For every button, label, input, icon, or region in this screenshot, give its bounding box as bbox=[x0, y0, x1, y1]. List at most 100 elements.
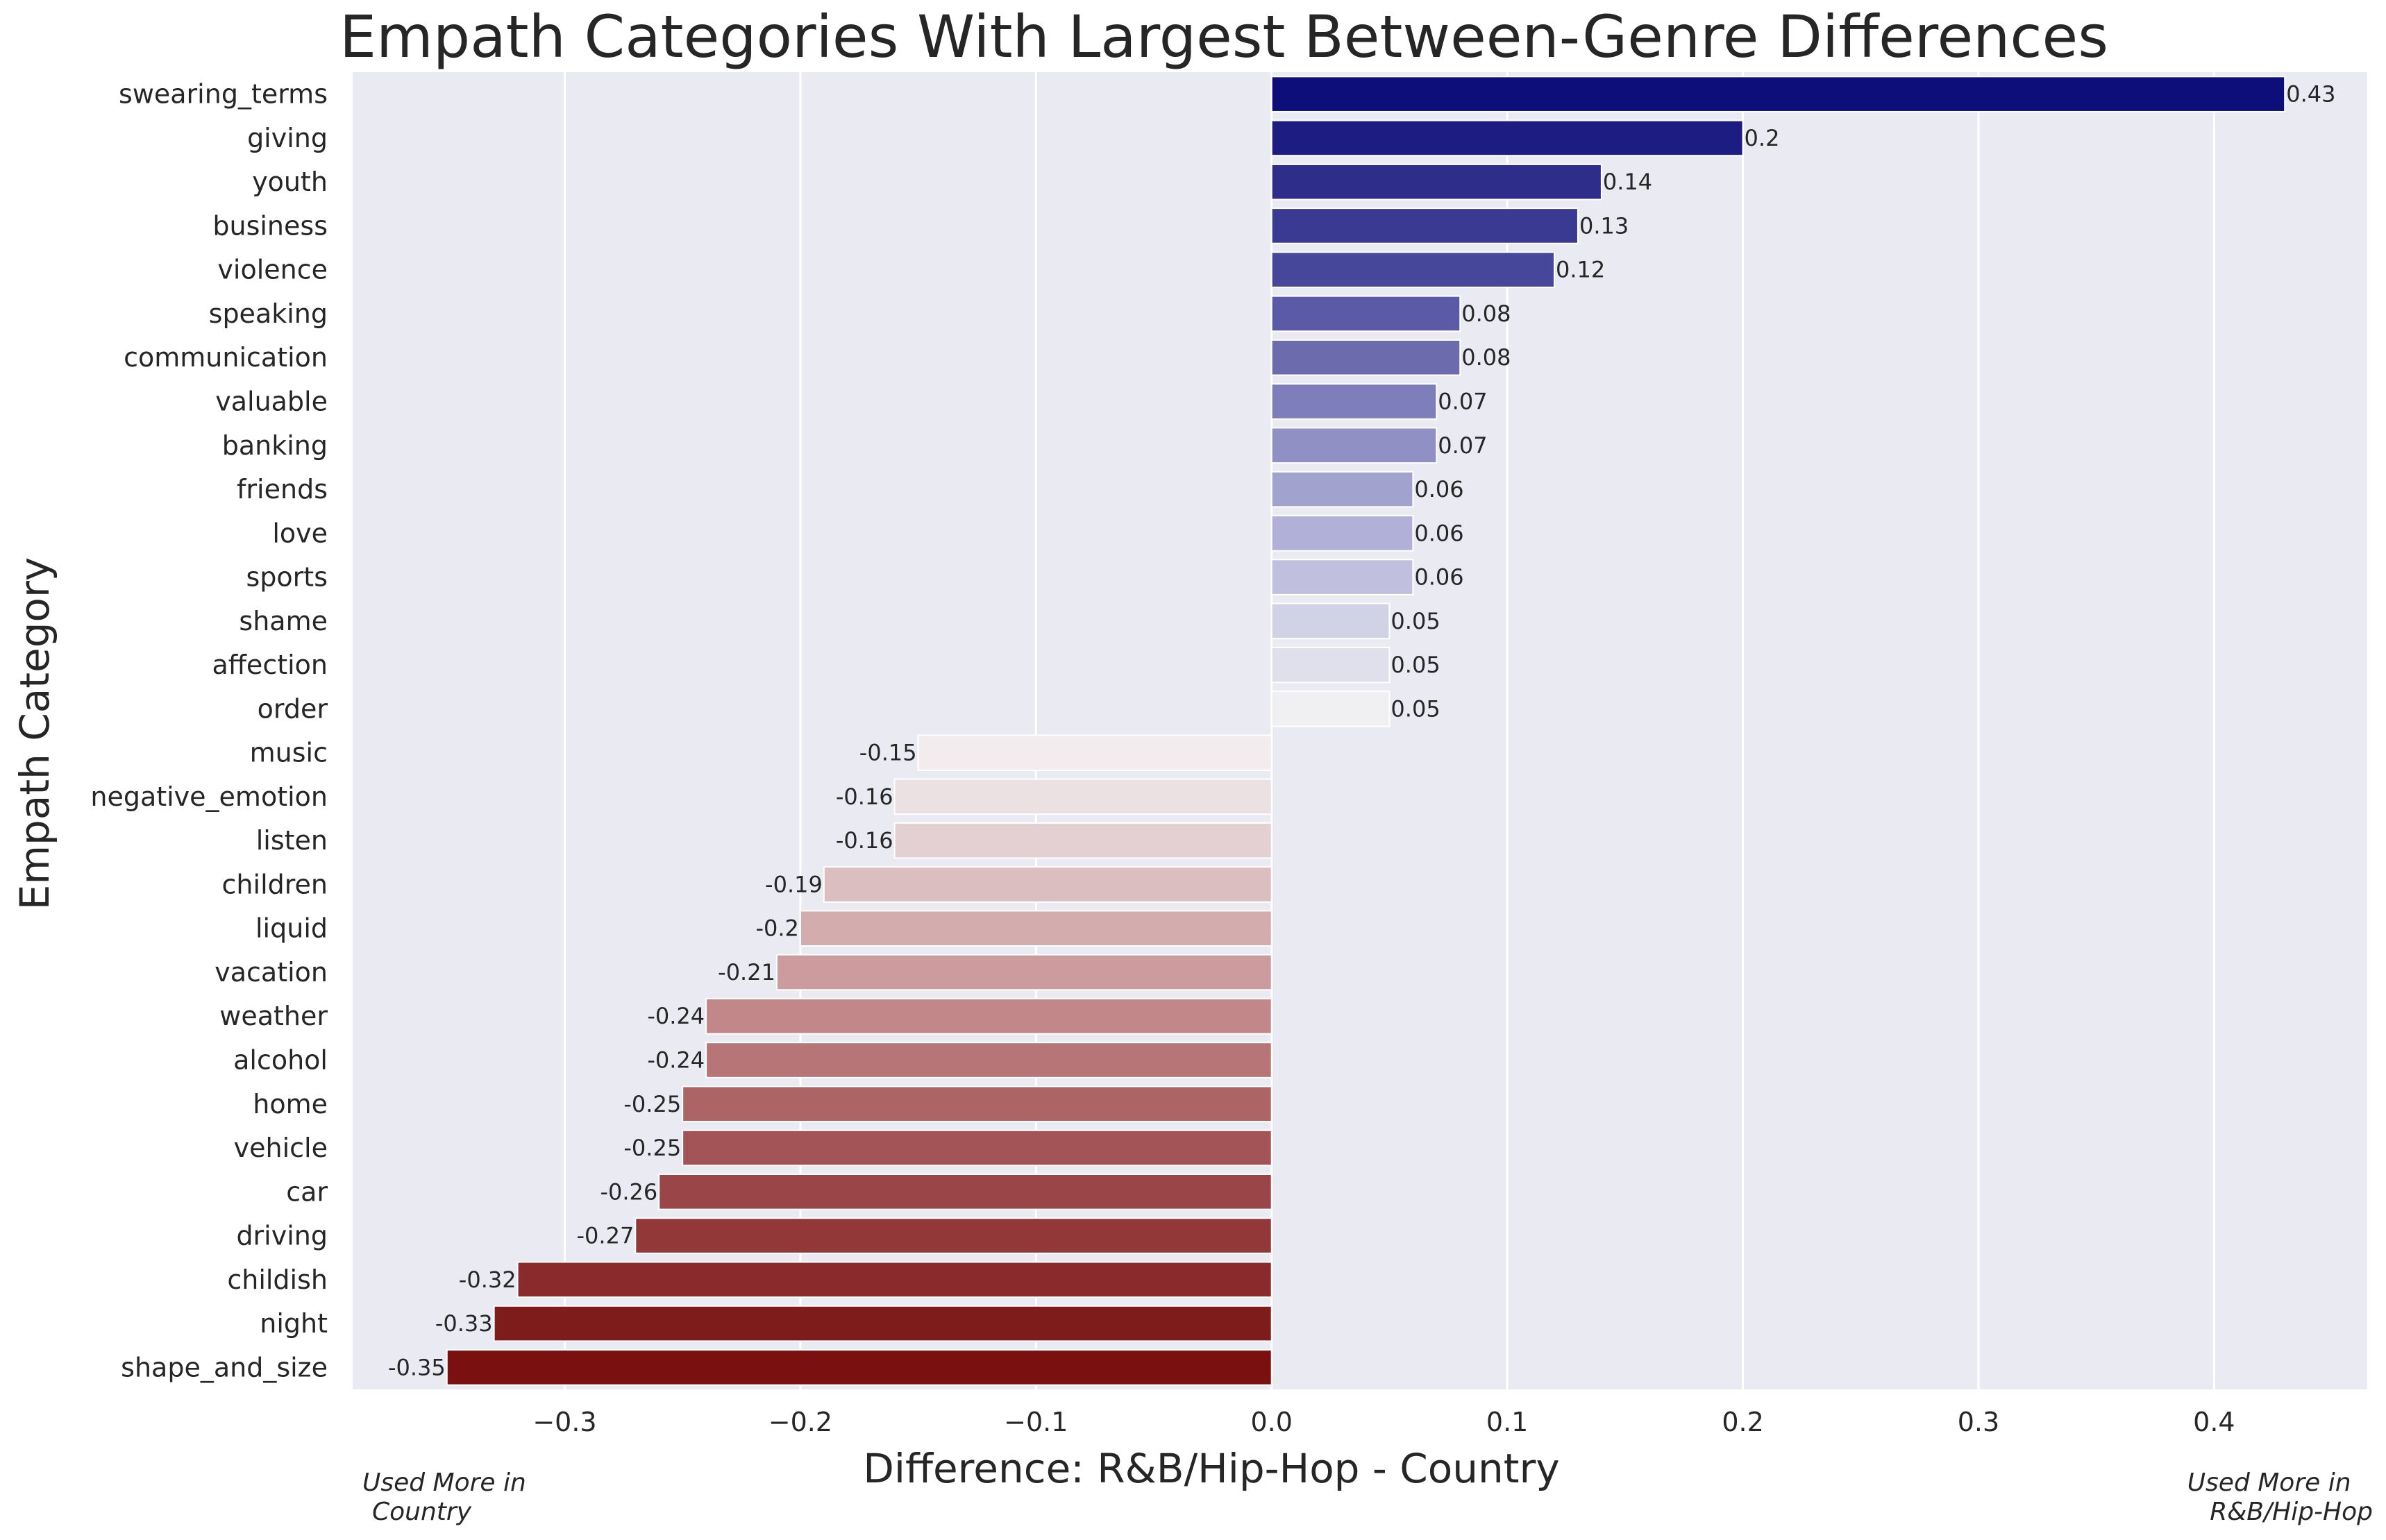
bar-value-label: -0.19 bbox=[765, 871, 823, 897]
bar bbox=[1272, 340, 1461, 375]
bar bbox=[1272, 648, 1390, 683]
bar bbox=[706, 999, 1272, 1034]
category-label: driving bbox=[236, 1221, 328, 1251]
bar bbox=[918, 735, 1272, 770]
x-tick-label: 0.4 bbox=[2193, 1407, 2235, 1437]
category-label: valuable bbox=[215, 387, 328, 417]
x-tick-label: 0.0 bbox=[1251, 1407, 1293, 1437]
bar-value-label: 0.12 bbox=[1556, 257, 1605, 283]
bar-value-label: 0.06 bbox=[1414, 564, 1463, 591]
bar bbox=[494, 1306, 1272, 1342]
bar bbox=[777, 955, 1272, 990]
bar-value-label: 0.06 bbox=[1414, 476, 1463, 502]
category-label: listen bbox=[256, 825, 328, 856]
bar bbox=[1272, 252, 1554, 287]
annotation-right-line-2: R&B/Hip-Hop bbox=[2210, 1498, 2373, 1526]
bar bbox=[706, 1042, 1272, 1078]
category-label: banking bbox=[222, 430, 328, 461]
category-label: speaking bbox=[209, 298, 328, 329]
bar bbox=[447, 1350, 1272, 1385]
bar-value-label: 0.43 bbox=[2286, 81, 2335, 108]
bar bbox=[1272, 384, 1437, 419]
annotation-right-line-1: Used More in bbox=[2187, 1469, 2351, 1497]
chart-title: Empath Categories With Largest Between-G… bbox=[339, 3, 2108, 71]
bar-value-label: -0.25 bbox=[623, 1135, 681, 1161]
bar bbox=[1272, 472, 1413, 507]
category-label: weather bbox=[219, 1001, 328, 1031]
bar-value-label: 0.08 bbox=[1461, 301, 1511, 327]
x-tick-label: 0.3 bbox=[1958, 1407, 1999, 1437]
bar-value-label: -0.27 bbox=[577, 1223, 635, 1249]
bar bbox=[1272, 208, 1578, 244]
bar-value-label: 0.06 bbox=[1414, 520, 1463, 546]
x-tick-label: 0.1 bbox=[1486, 1407, 1528, 1437]
category-label: affection bbox=[212, 650, 328, 680]
category-label: childish bbox=[227, 1264, 328, 1295]
bar bbox=[1272, 691, 1390, 727]
category-label: vehicle bbox=[234, 1133, 328, 1163]
bar-value-label: -0.32 bbox=[459, 1267, 516, 1293]
annotation-right: Used More in R&B/Hip-Hop bbox=[2187, 1469, 2373, 1526]
bar bbox=[1272, 559, 1413, 595]
bar bbox=[1272, 296, 1461, 332]
bar bbox=[1272, 76, 2285, 112]
bar bbox=[824, 867, 1272, 902]
bar-value-label: 0.05 bbox=[1391, 608, 1440, 634]
bar bbox=[1272, 428, 1437, 463]
annotation-left-line-1: Used More in bbox=[362, 1469, 526, 1497]
bar bbox=[895, 823, 1272, 858]
bar-value-label: -0.16 bbox=[836, 784, 893, 810]
y-axis-label: Empath Category bbox=[11, 557, 58, 910]
category-label: order bbox=[258, 693, 328, 724]
bar-value-label: 0.13 bbox=[1579, 212, 1629, 239]
x-tick-label: −0.1 bbox=[1004, 1407, 1068, 1437]
category-label: swearing_terms bbox=[119, 79, 328, 110]
bar bbox=[1272, 516, 1413, 551]
category-label: communication bbox=[124, 342, 328, 373]
bar-value-label: -0.15 bbox=[859, 740, 917, 766]
bar-value-label: -0.24 bbox=[647, 1047, 705, 1074]
bar-value-label: 0.07 bbox=[1438, 432, 1487, 459]
bar-value-label: 0.07 bbox=[1438, 389, 1487, 415]
bar bbox=[682, 1086, 1272, 1122]
category-label: violence bbox=[217, 255, 328, 285]
category-label: youth bbox=[252, 167, 328, 197]
x-tick-label: 0.2 bbox=[1722, 1407, 1763, 1437]
annotation-left-line-2: Country bbox=[372, 1498, 472, 1526]
bar-value-label: -0.25 bbox=[623, 1091, 681, 1117]
category-label: love bbox=[272, 518, 328, 548]
x-tick-labels: −0.3 −0.2 −0.1 0.0 0.1 0.2 0.3 0.4 bbox=[532, 1407, 2235, 1437]
bar-value-label: 0.05 bbox=[1391, 695, 1440, 722]
x-axis-label: Difference: R&B/Hip-Hop - Country bbox=[863, 1445, 1559, 1492]
category-label: business bbox=[212, 210, 328, 241]
x-tick-label: −0.3 bbox=[532, 1407, 596, 1437]
bar bbox=[518, 1262, 1272, 1298]
bar bbox=[895, 779, 1272, 815]
bar bbox=[1272, 121, 1743, 156]
category-label: alcohol bbox=[233, 1045, 328, 1076]
bar-value-label: 0.05 bbox=[1391, 652, 1440, 678]
bar bbox=[659, 1174, 1271, 1210]
category-label: children bbox=[222, 869, 328, 899]
bar-value-label: 0.14 bbox=[1603, 169, 1652, 195]
bar-value-label: -0.16 bbox=[836, 827, 893, 854]
x-tick-label: −0.2 bbox=[768, 1407, 832, 1437]
bar bbox=[1272, 164, 1602, 200]
category-label: car bbox=[286, 1176, 328, 1207]
bar-value-label: -0.24 bbox=[647, 1003, 705, 1029]
bar-value-label: -0.2 bbox=[755, 915, 798, 942]
bar-value-label: -0.35 bbox=[388, 1354, 446, 1380]
category-label: giving bbox=[247, 123, 328, 153]
category-label: night bbox=[260, 1308, 328, 1339]
category-label: friends bbox=[237, 474, 328, 505]
category-label: shape_and_size bbox=[121, 1352, 328, 1382]
category-label: negative_emotion bbox=[90, 781, 328, 812]
category-label: music bbox=[250, 738, 328, 768]
bar bbox=[1272, 604, 1390, 639]
bar-value-label: 0.08 bbox=[1461, 344, 1511, 371]
bar-value-label: -0.33 bbox=[435, 1310, 493, 1337]
bar-value-label: -0.21 bbox=[718, 959, 775, 985]
category-label: shame bbox=[239, 606, 328, 636]
